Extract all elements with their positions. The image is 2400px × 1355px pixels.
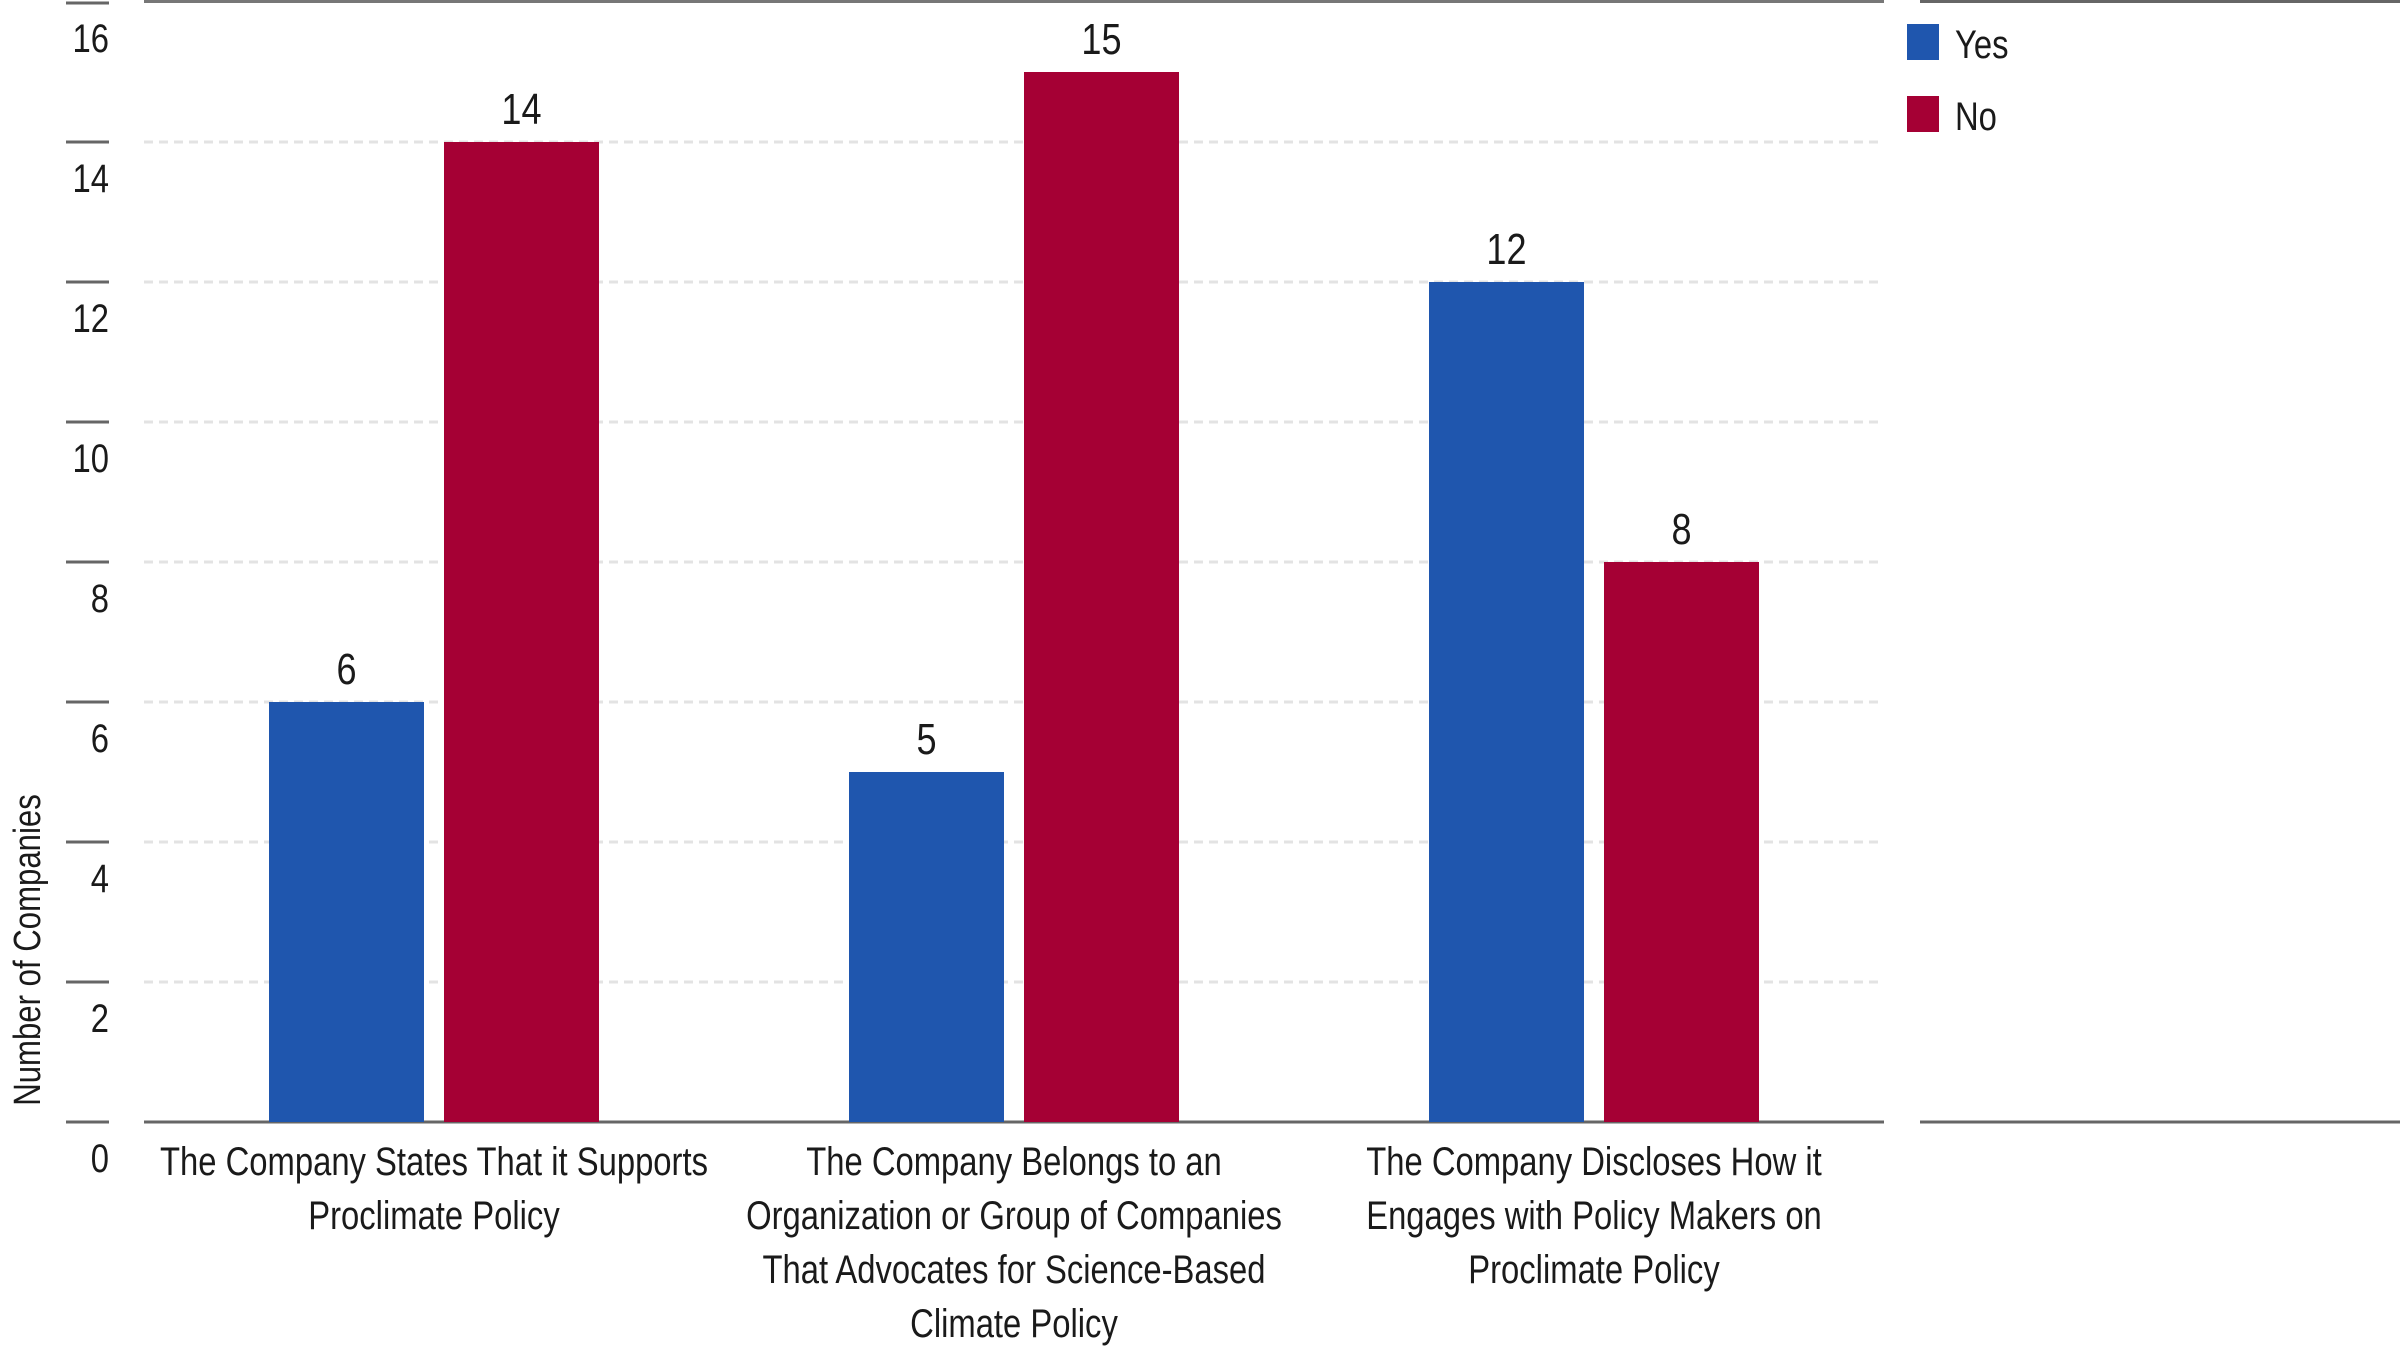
data-label: 6 — [336, 645, 356, 694]
data-label: 12 — [1486, 225, 1526, 274]
legend-label-yes: Yes — [1955, 22, 2008, 67]
data-label: 8 — [1671, 505, 1691, 554]
bar-yes — [849, 772, 1004, 1122]
y-axis: 0 2 4 6 8 10 12 14 16 — [66, 1, 109, 1181]
bar-no — [1604, 562, 1759, 1122]
y-tick-label: 4 — [91, 856, 109, 901]
bar-yes — [269, 702, 424, 1122]
legend-label-no: No — [1955, 94, 1997, 139]
data-label: 15 — [1081, 15, 1121, 64]
y-tick-label: 6 — [91, 716, 109, 761]
bar-yes — [1429, 282, 1584, 1122]
bars: 6 5 12 14 15 8 — [269, 15, 1759, 1122]
legend: Yes No — [1907, 0, 2400, 1124]
x-tick-label: Organization or Group of Companies — [746, 1193, 1282, 1238]
legend-swatch-no — [1907, 96, 1939, 132]
x-axis: The Company States That it Supports Procl… — [160, 1139, 1822, 1346]
x-tick-label: The Company States That it Supports — [160, 1139, 708, 1184]
x-tick-label: The Company Discloses How it — [1366, 1139, 1822, 1184]
y-tick-label: 8 — [91, 576, 109, 621]
y-tick-label: 14 — [73, 156, 109, 201]
x-tick-label: That Advocates for Science-Based — [762, 1247, 1265, 1292]
x-tick-label: Engages with Policy Makers on — [1366, 1193, 1822, 1238]
data-label: 14 — [501, 85, 541, 134]
gridlines — [144, 0, 1884, 1124]
bar-no — [444, 142, 599, 1122]
x-tick-label: Proclimate Policy — [308, 1193, 560, 1238]
y-tick-label: 2 — [91, 996, 109, 1041]
x-tick-label: The Company Belongs to an — [806, 1139, 1222, 1184]
bar-no — [1024, 72, 1179, 1122]
x-tick-label: Climate Policy — [910, 1301, 1118, 1346]
x-tick-label: Proclimate Policy — [1468, 1247, 1720, 1292]
y-tick-label: 12 — [73, 296, 109, 341]
y-tick-label: 10 — [73, 436, 109, 481]
data-label: 5 — [916, 715, 936, 764]
y-axis-title: Number of Companies — [7, 794, 49, 1106]
y-tick-label: 0 — [91, 1136, 109, 1181]
y-tick-label: 16 — [73, 16, 109, 61]
legend-swatch-yes — [1907, 24, 1939, 60]
